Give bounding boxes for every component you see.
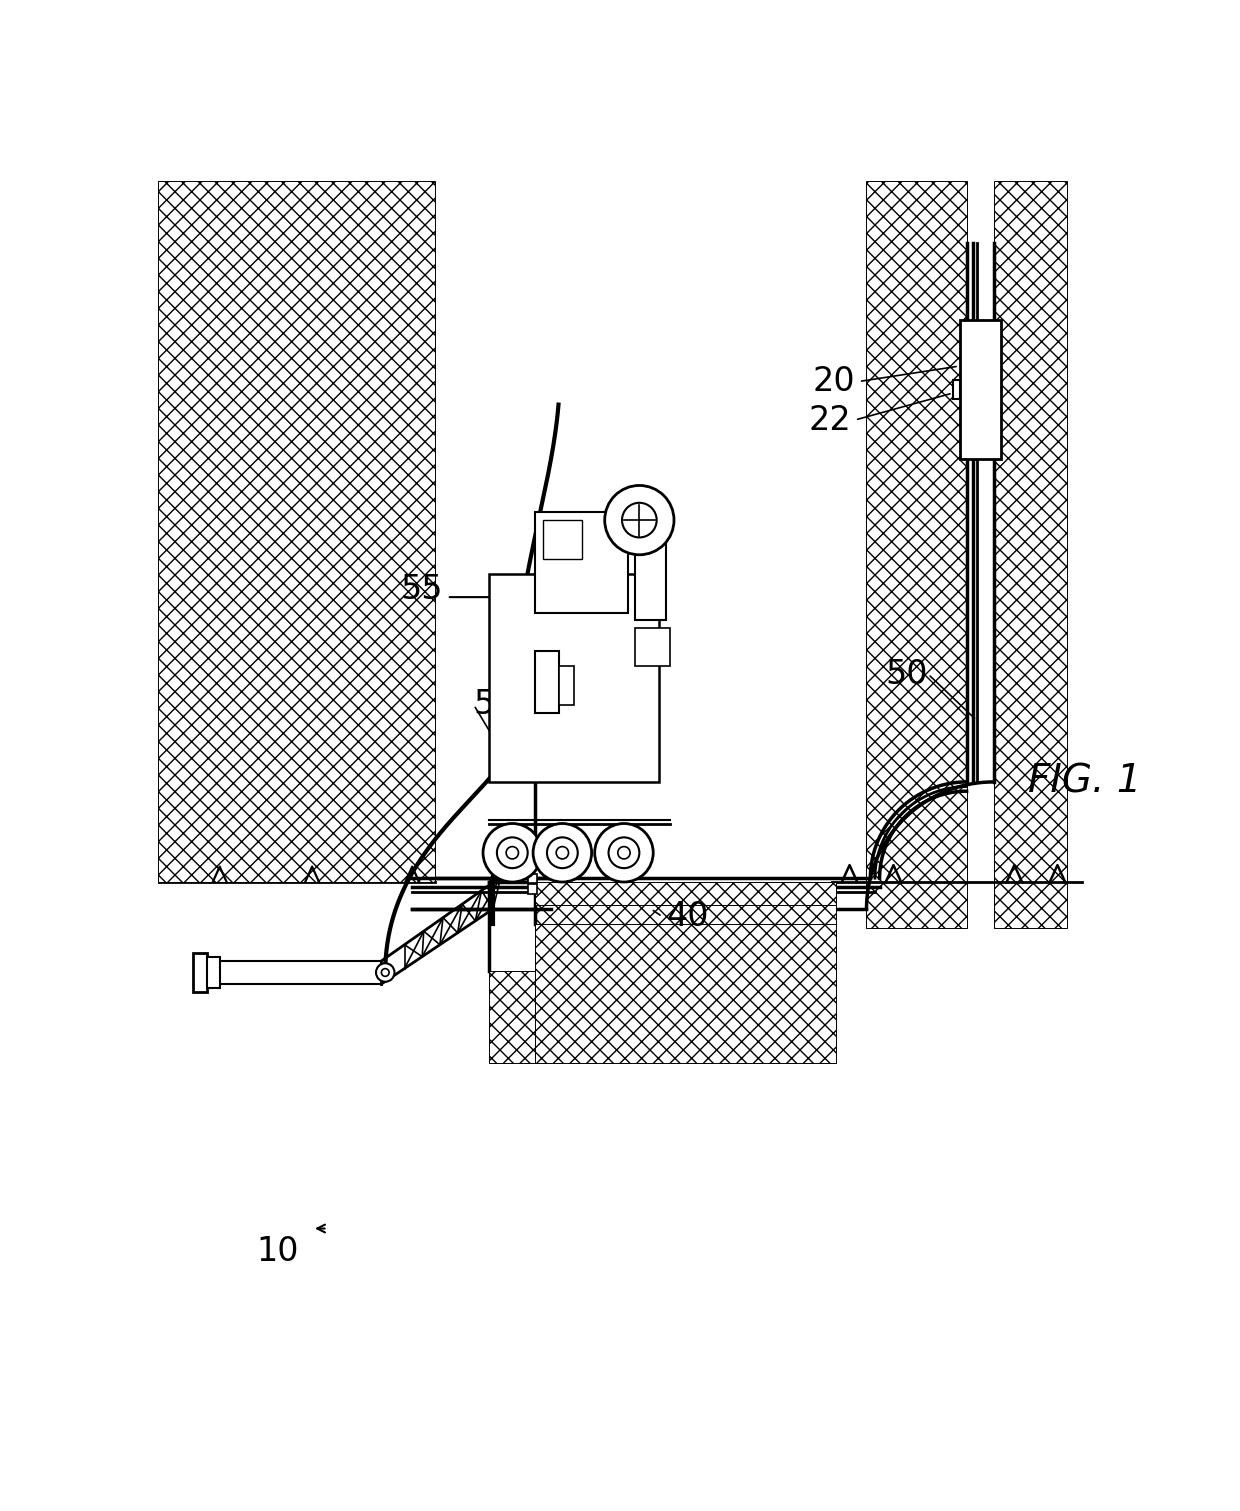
Polygon shape xyxy=(536,882,836,997)
Polygon shape xyxy=(536,882,836,905)
Circle shape xyxy=(506,846,518,858)
Polygon shape xyxy=(536,925,836,1062)
Text: 50: 50 xyxy=(885,657,928,691)
Polygon shape xyxy=(867,181,967,928)
Circle shape xyxy=(376,963,394,982)
Polygon shape xyxy=(993,181,1066,928)
Circle shape xyxy=(382,969,389,976)
Bar xyxy=(543,520,582,559)
Bar xyxy=(961,320,1001,458)
Bar xyxy=(528,884,537,893)
Bar xyxy=(635,544,666,620)
Circle shape xyxy=(609,837,640,869)
Text: FIG. 1: FIG. 1 xyxy=(1028,763,1142,801)
Bar xyxy=(536,651,558,713)
Bar xyxy=(635,629,670,666)
Circle shape xyxy=(557,846,568,858)
Bar xyxy=(490,574,658,781)
Text: 50: 50 xyxy=(474,689,516,721)
Text: 55: 55 xyxy=(401,573,443,606)
Circle shape xyxy=(484,823,542,882)
Polygon shape xyxy=(159,181,435,882)
Polygon shape xyxy=(490,970,536,1062)
Circle shape xyxy=(547,837,578,869)
Bar xyxy=(558,666,574,706)
Text: 22: 22 xyxy=(808,403,851,437)
Circle shape xyxy=(533,823,591,882)
Bar xyxy=(207,956,219,988)
Circle shape xyxy=(622,503,657,538)
Bar xyxy=(536,512,627,612)
Circle shape xyxy=(618,846,630,858)
Bar xyxy=(192,953,207,991)
Circle shape xyxy=(595,823,653,882)
Text: 10: 10 xyxy=(257,1234,299,1268)
Bar xyxy=(952,379,961,399)
Text: 20: 20 xyxy=(812,366,854,397)
Circle shape xyxy=(605,485,675,555)
Circle shape xyxy=(497,837,528,869)
Bar xyxy=(528,873,537,882)
Text: 40: 40 xyxy=(666,901,709,934)
